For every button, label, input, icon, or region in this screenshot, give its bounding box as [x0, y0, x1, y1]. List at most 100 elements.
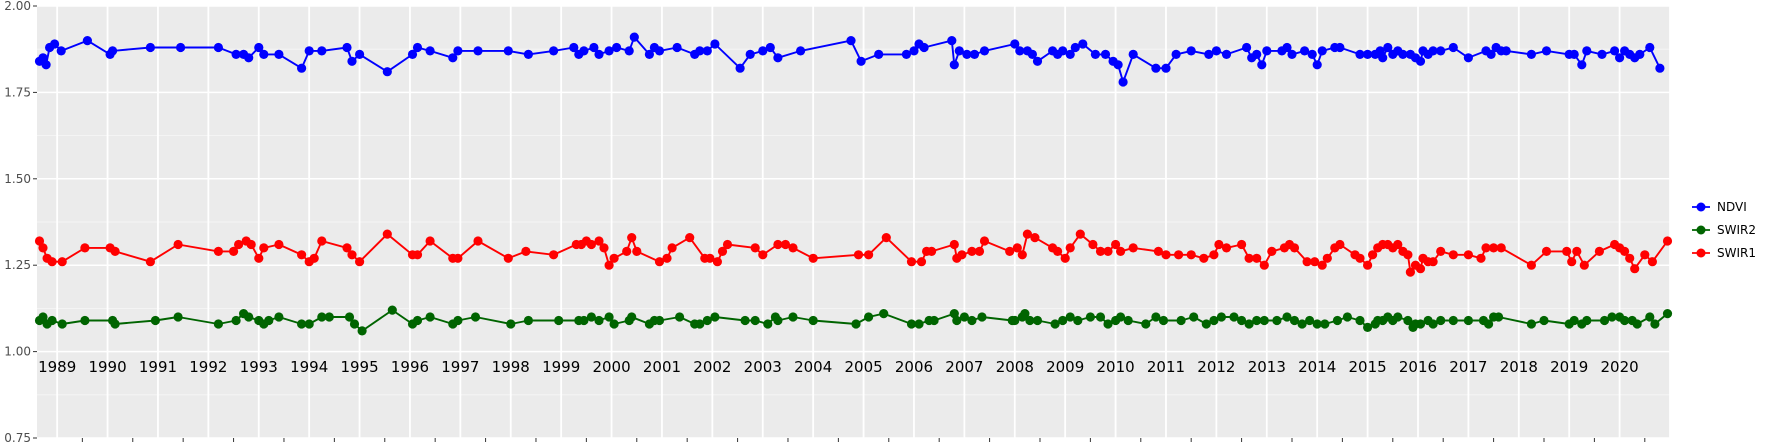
data-point-ndvi: [695, 46, 705, 56]
data-point-ndvi: [1448, 42, 1458, 53]
year-label: 2001: [643, 358, 681, 376]
data-point-swir2: [1297, 319, 1307, 329]
data-point-ndvi: [274, 49, 284, 60]
data-point-ndvi: [1501, 46, 1511, 56]
data-point-ndvi: [1307, 49, 1317, 60]
data-point-ndvi: [1300, 46, 1310, 56]
data-point-ndvi: [947, 36, 957, 46]
year-label: 2011: [1147, 358, 1185, 376]
data-point-swir1: [1244, 253, 1254, 263]
data-point-swir1: [1128, 243, 1138, 253]
data-point-ndvi: [1100, 49, 1111, 60]
data-point-swir1: [1252, 253, 1262, 263]
data-point-swir1: [1630, 264, 1640, 274]
data-point-ndvi: [1526, 49, 1536, 60]
data-point-swir1: [1088, 239, 1098, 250]
data-point-swir1: [1065, 243, 1075, 253]
data-point-swir1: [853, 250, 864, 260]
data-point-swir1: [229, 246, 239, 256]
series-swir2: [34, 305, 1673, 336]
data-point-swir2: [710, 312, 720, 322]
data-point-ndvi: [145, 42, 155, 53]
data-point-swir2: [949, 309, 959, 319]
data-point-swir1: [254, 253, 264, 263]
data-point-swir2: [1073, 315, 1083, 326]
legend-label-swir2: SWIR2: [1717, 223, 1756, 237]
year-label: 2013: [1248, 358, 1286, 376]
data-point-swir2: [1158, 315, 1169, 326]
data-point-ndvi: [1645, 42, 1655, 53]
data-point-ndvi: [1058, 46, 1068, 56]
data-point-swir1: [780, 239, 791, 250]
data-point-swir1: [1463, 250, 1473, 260]
data-point-swir2: [344, 312, 355, 322]
data-point-swir2: [654, 315, 665, 326]
legend: NDVI SWIR2 SWIR1: [1692, 200, 1756, 260]
data-point-swir1: [1403, 250, 1413, 260]
data-point-swir1: [1221, 243, 1232, 253]
data-point-swir1: [1012, 243, 1022, 253]
data-point-swir1: [1436, 246, 1446, 256]
data-point-swir2: [1244, 319, 1254, 329]
data-point-swir1: [1496, 243, 1506, 253]
data-point-swir2: [1463, 315, 1473, 326]
data-point-swir2: [324, 312, 334, 322]
data-point-ndvi: [1113, 60, 1123, 70]
data-point-swir2: [425, 312, 435, 322]
data-point-swir2: [231, 315, 241, 326]
data-point-swir2: [1448, 315, 1458, 326]
y-tick-label: 2.00: [4, 0, 31, 13]
data-point-swir2: [304, 319, 314, 329]
data-point-ndvi: [1383, 42, 1393, 53]
data-point-ndvi: [644, 49, 655, 60]
data-point-ndvi: [355, 49, 365, 60]
data-point-swir1: [1481, 243, 1491, 253]
data-point-swir1: [1405, 267, 1415, 277]
data-point-swir1: [34, 236, 45, 246]
data-point-swir2: [1189, 312, 1199, 322]
data-point-swir1: [1363, 260, 1373, 270]
data-point-ndvi: [1541, 46, 1552, 56]
data-point-swir2: [1632, 319, 1642, 329]
data-point-swir1: [967, 246, 977, 256]
year-label: 1989: [38, 358, 76, 376]
data-point-swir2: [506, 319, 516, 329]
data-point-swir1: [1005, 246, 1015, 256]
data-point-swir1: [1640, 250, 1650, 260]
series-swir1: [34, 229, 1673, 277]
data-point-ndvi: [735, 63, 745, 73]
data-point-swir2: [914, 319, 924, 329]
year-label: 2006: [895, 358, 933, 376]
y-tick-label: 1.75: [4, 85, 31, 99]
data-point-swir2: [702, 315, 712, 326]
data-point-swir1: [881, 233, 891, 243]
data-point-swir2: [38, 312, 48, 322]
data-point-swir1: [1060, 253, 1070, 263]
data-point-swir2: [1355, 315, 1365, 326]
data-point-swir2: [579, 315, 589, 326]
data-point-ndvi: [1186, 46, 1196, 56]
data-point-ndvi: [1287, 49, 1297, 60]
year-label: 2003: [744, 358, 782, 376]
data-point-ndvi: [589, 42, 599, 53]
data-point-swir2: [1176, 315, 1186, 326]
data-point-swir1: [1428, 257, 1438, 267]
data-point-swir1: [632, 246, 642, 256]
data-point-swir1: [47, 257, 57, 267]
data-point-swir2: [1305, 315, 1315, 326]
data-point-swir2: [57, 319, 67, 329]
data-point-ndvi: [1463, 53, 1473, 63]
data-point-swir1: [503, 253, 513, 263]
data-point-swir1: [355, 257, 365, 267]
data-point-swir2: [1103, 319, 1113, 329]
data-point-swir1: [788, 243, 798, 253]
data-point-swir2: [967, 315, 977, 326]
data-point-ndvi: [1257, 60, 1267, 70]
data-point-swir1: [145, 257, 155, 267]
data-point-swir1: [1620, 246, 1630, 256]
data-point-swir2: [453, 315, 463, 326]
data-point-swir1: [213, 246, 223, 256]
year-label: 2002: [693, 358, 731, 376]
data-point-swir2: [1123, 315, 1133, 326]
legend-marker-swir2: [1696, 225, 1706, 235]
